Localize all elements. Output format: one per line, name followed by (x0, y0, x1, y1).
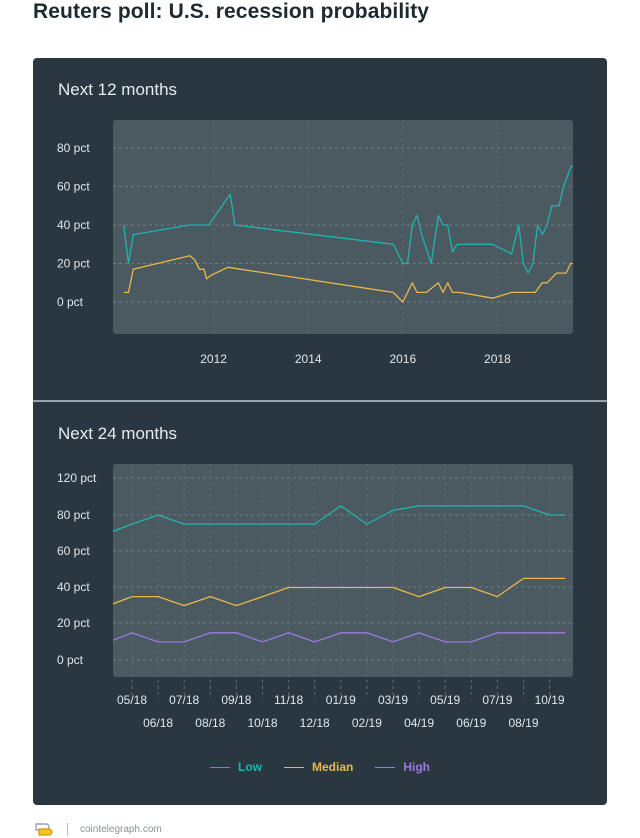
x-tick-label: 2016 (389, 352, 416, 366)
y-tick-label: 20 pct (57, 257, 90, 271)
panel-divider (33, 400, 607, 402)
x-tick-label: 05/18 (117, 693, 147, 707)
y-tick-label: 40 pct (57, 218, 90, 232)
legend-label-median: Median (311, 760, 354, 774)
x-tick-label: 12/18 (300, 716, 330, 730)
legend-label-low: Low (237, 760, 262, 774)
series-line-high (113, 632, 566, 643)
legend-swatch-median (283, 766, 304, 768)
chart-card: Next 12 months 0 pct 20 pct 40 pct 60 pct 80… (33, 58, 607, 805)
x-tick-label: 2018 (484, 352, 511, 366)
series-line-median (123, 255, 573, 303)
plot-area-12m (113, 120, 573, 334)
x-tick-label: 10/19 (535, 693, 565, 707)
chart-12-months: 0 pct 20 pct 40 pct 60 pct 80 pct 2012 2014 201… (57, 120, 590, 366)
x-tick-label: 04/19 (404, 716, 434, 730)
y-tick-label: 80 pct (57, 141, 90, 155)
x-tick-label: 07/19 (482, 693, 512, 707)
y-tick-label: 0 pct (57, 295, 84, 309)
footer: cointelegraph.com (33, 820, 162, 838)
series-line-median (113, 577, 566, 607)
x-tick-label: 11/18 (274, 693, 303, 707)
y-tick-label: 80 pct (57, 508, 90, 522)
x-tick-label: 01/19 (326, 693, 356, 707)
x-tick-label: 10/18 (247, 716, 277, 730)
page-title: Reuters poll: U.S. recession probability (33, 0, 430, 23)
y-tick-label: 40 pct (57, 580, 90, 594)
x-tick-label: 02/19 (352, 716, 382, 730)
x-tick-label: 05/19 (430, 693, 460, 707)
y-tick-label: 60 pct (57, 544, 90, 558)
x-tick-label: 06/19 (456, 716, 486, 730)
chart-24-months: 0 pct 20 pct 40 pct 60 pct 80 pct 120 pct 05/1… (57, 464, 573, 730)
series-group-24m (113, 505, 566, 643)
chart-24m-title: Next 24 months (58, 424, 178, 443)
cointelegraph-logo-icon (35, 823, 53, 836)
legend-item-median: Median (283, 760, 354, 774)
x-tick-label: 2012 (200, 352, 227, 366)
series-line-low (113, 505, 566, 533)
y-tick-label: 120 pct (57, 471, 97, 485)
series-line-high (124, 350, 590, 364)
x-tick-label: 08/18 (195, 716, 225, 730)
x-tick-label: 09/18 (221, 693, 251, 707)
x-tick-label: 06/18 (143, 716, 173, 730)
x-tick-label: 03/19 (378, 693, 408, 707)
y-tick-label: 0 pct (57, 653, 84, 667)
plot-area-24m (113, 464, 573, 677)
legend: Low Median High (33, 758, 607, 776)
legend-item-low: Low (209, 760, 262, 774)
footer-separator (67, 822, 68, 836)
legend-label-high: High (403, 760, 430, 774)
series-line-low (123, 164, 573, 274)
legend-swatch-low (209, 766, 230, 768)
x-tick-label: 08/19 (508, 716, 538, 730)
series-group-12m (123, 164, 590, 364)
y-tick-label: 20 pct (57, 616, 90, 630)
legend-swatch-high (375, 766, 396, 768)
footer-source: cointelegraph.com (80, 823, 162, 835)
y-tick-label: 60 pct (57, 180, 90, 194)
chart-12m-title: Next 12 months (58, 80, 178, 99)
x-tick-label: 07/18 (169, 693, 199, 707)
legend-item-high: High (375, 760, 430, 774)
x-tick-label: 2014 (295, 352, 322, 366)
